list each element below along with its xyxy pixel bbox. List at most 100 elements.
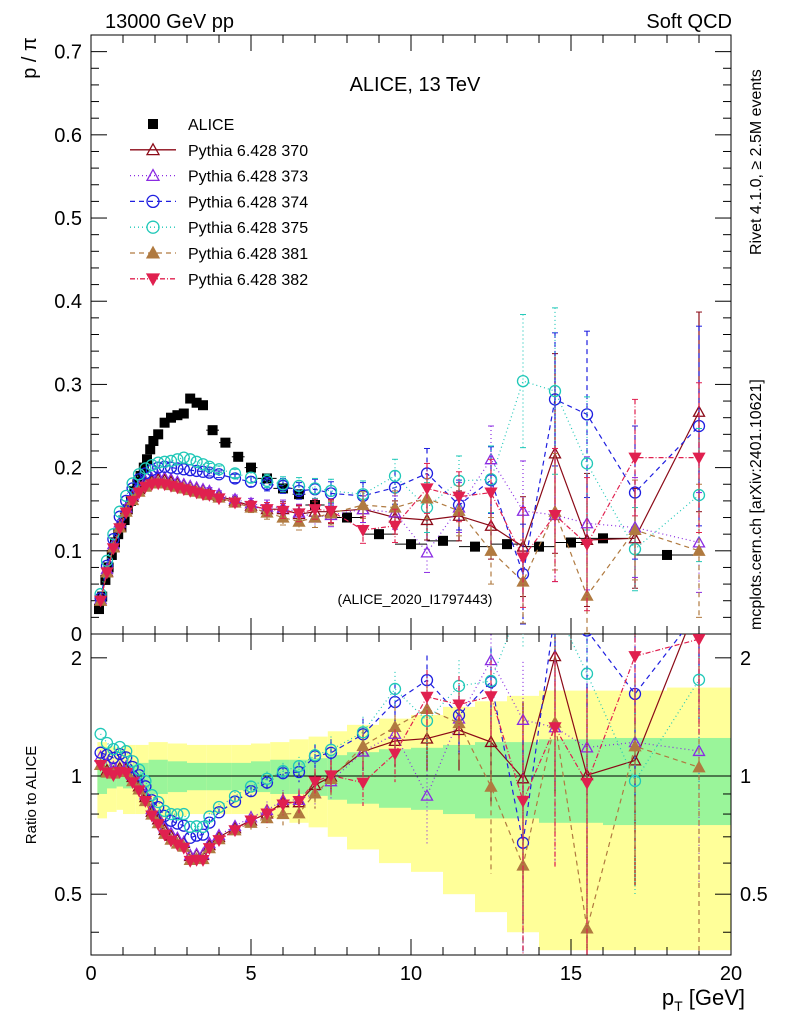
mc-ratio-point [158, 804, 171, 818]
mc-ratio-point [484, 779, 498, 792]
mc-ratio-point [580, 777, 594, 790]
main-y-axis-label: p / π [19, 37, 41, 79]
alice-data-point [598, 533, 608, 544]
legend-marker [146, 194, 160, 209]
mc-ratio-point [100, 736, 114, 750]
mc-data-point [113, 523, 127, 536]
mc-ratio-point [196, 854, 210, 867]
mc-ratio-point [203, 810, 216, 823]
mc-ratio-point [628, 774, 642, 788]
uncertainty-bands [97, 687, 731, 951]
mc-data-point [692, 452, 706, 465]
y-tick-label-main: 0.1 [54, 541, 82, 563]
y-tick-label-ratio-right: 2 [740, 648, 751, 670]
mc-ratio-point [276, 799, 290, 812]
y-tick-label-main: 0.6 [54, 125, 82, 147]
mc-ratio-point [550, 600, 561, 611]
legend-label: Pythia 6.428 382 [188, 272, 308, 289]
mc-ratio-point [151, 819, 165, 831]
alice-data-point [342, 512, 352, 523]
mc-data-point [184, 453, 197, 466]
mc-data-point [580, 539, 594, 551]
y-tick-label-ratio-right: 0.5 [740, 884, 768, 906]
mc-ratio-point [308, 749, 322, 762]
mc-line-2 [100, 398, 700, 599]
ratio-y-axis-label: Ratio to ALICE [23, 746, 40, 844]
mc-data-point [356, 498, 370, 511]
mc-ratio-point [113, 740, 126, 754]
legend-entry: Pythia 6.428 382 [130, 272, 308, 289]
header-right-label: Soft QCD [646, 11, 732, 33]
mc-data-point [228, 467, 242, 480]
mc-ratio-point [196, 828, 210, 841]
mc-data-point [420, 513, 434, 526]
mc-data-point [190, 455, 203, 468]
y-tick-label-ratio: 2 [71, 648, 82, 670]
mc-data-point [580, 408, 594, 421]
mc-data-point [548, 384, 562, 398]
mc-data-point [692, 543, 706, 556]
mc-data-point [324, 505, 338, 518]
mc-ratio-series-5 [93, 634, 706, 955]
alice-data-point [438, 535, 448, 546]
stat-uncertainty-band [148, 759, 168, 794]
mc-ratio-point [152, 800, 165, 814]
alice-data-point [233, 451, 244, 462]
mc-ratio-point [164, 814, 178, 827]
mc-ratio-point [177, 807, 190, 821]
mc-ratio-point [94, 727, 107, 741]
mc-data-point [171, 462, 184, 475]
legend-label: Pythia 6.428 373 [188, 169, 308, 186]
mc-series-3 [94, 307, 706, 601]
mc-ratio-point [190, 829, 203, 842]
legend-entry: Pythia 6.428 381 [130, 245, 308, 263]
alice-data-point [94, 604, 104, 615]
x-axis-label-subscript: T [674, 998, 683, 1014]
mc-ratio-point [139, 774, 152, 788]
mc-data-point [292, 508, 306, 521]
mc-data-point [93, 595, 108, 608]
mc-ratio-point [126, 755, 139, 768]
mc-data-point [356, 524, 370, 537]
legend-marker [145, 245, 161, 259]
mc-data-point [171, 453, 184, 466]
mc-data-point [244, 475, 258, 488]
stat-uncertainty-band [327, 755, 347, 800]
mc-ratio-point [420, 788, 434, 801]
mc-ratio-point [420, 691, 434, 704]
mc-ratio-point [260, 772, 274, 785]
mc-data-point [125, 495, 140, 508]
mc-ratio-point [152, 795, 165, 809]
mc-data-point [388, 469, 402, 483]
mc-data-point [388, 520, 402, 533]
alice-data-point [145, 444, 156, 455]
mc-data-point [119, 507, 133, 520]
mc-data-point [212, 493, 226, 506]
legend-marker [145, 142, 161, 156]
mc-data-point [138, 481, 153, 494]
mc-data-point [580, 457, 594, 470]
legend-label: ALICE [188, 117, 234, 134]
mc-data-point [276, 505, 290, 518]
mc-ratio-point [276, 765, 290, 778]
mc-ratio-point [452, 699, 466, 712]
mc-data-point [308, 482, 322, 495]
legend-label: Pythia 6.428 381 [188, 246, 308, 263]
stat-uncertainty-band [206, 762, 232, 791]
alice-data-point [566, 537, 576, 548]
x-axis-label-unit: [GeV] [683, 985, 745, 1010]
mc-ratio-point [308, 776, 322, 789]
mc-ratio-point [132, 785, 146, 798]
x-tick-label: 15 [560, 963, 582, 985]
legend-entry: Pythia 6.428 373 [130, 168, 308, 186]
x-axis-label-p: p [662, 985, 674, 1010]
header-left-label: 13000 GeV pp [105, 11, 234, 33]
mc-ratio-point [120, 745, 133, 758]
x-tick-label: 20 [720, 963, 742, 985]
mc-ratio-line-1 [100, 658, 700, 856]
mc-ratio-point [324, 770, 338, 783]
alice-data-point [172, 410, 183, 421]
y-tick-label-main: 0.2 [54, 458, 82, 480]
analysis-label: (ALICE_2020_I1797443) [338, 591, 493, 607]
